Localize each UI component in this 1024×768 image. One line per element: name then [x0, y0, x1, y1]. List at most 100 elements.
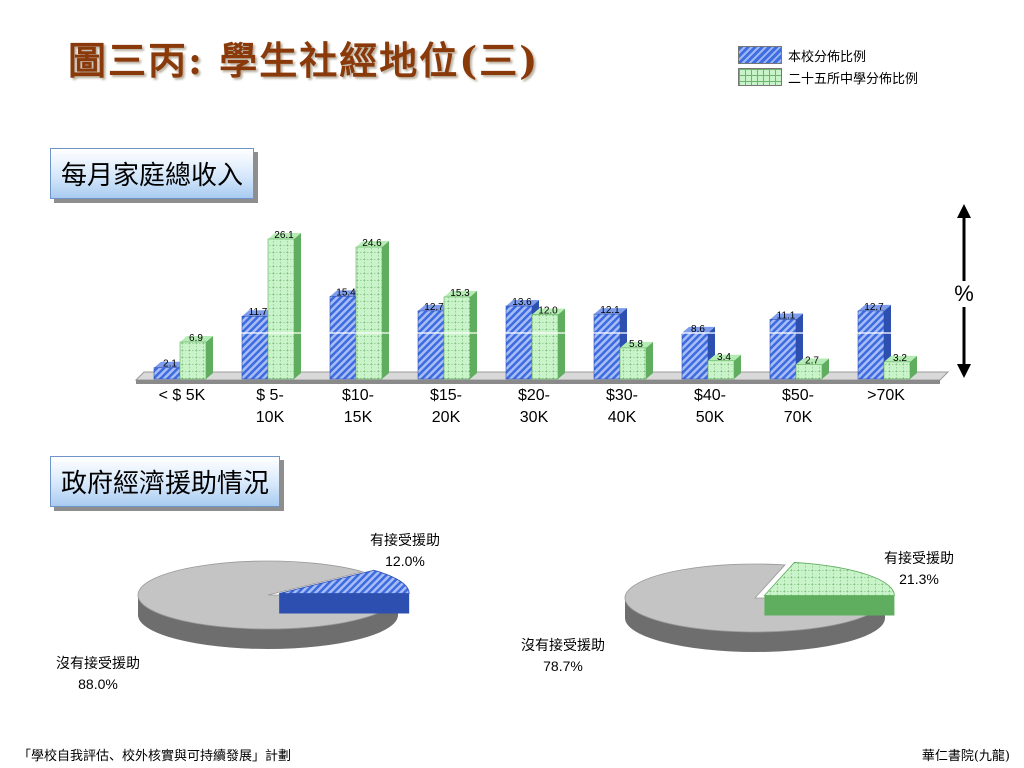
legend-swatch-25-schools — [738, 68, 782, 86]
legend-swatch-school — [738, 46, 782, 64]
x-tick-label-line: $ 5- — [256, 387, 284, 404]
x-tick-label-line: $20- — [517, 387, 551, 404]
bar-top — [620, 341, 653, 348]
bar-front — [593, 313, 621, 380]
x-tick-label-line: $15- — [429, 387, 463, 404]
bar-side — [470, 290, 477, 379]
bar-top — [242, 310, 275, 317]
bar-25-schools-4: 12.0 — [531, 306, 565, 380]
bar-top — [154, 361, 187, 368]
bar-value-label: 12.0 — [538, 306, 558, 317]
bar-front — [769, 319, 797, 380]
x-tick-label-line: $10- — [341, 387, 375, 404]
bar-front — [267, 238, 295, 380]
bar-top — [180, 335, 213, 342]
bar-25-schools-2: 24.6 — [355, 238, 389, 380]
percent-axis-arrow: % — [950, 204, 978, 378]
footer-school: 華仁書院(九龍) — [921, 749, 1010, 764]
pie1-label-assisted-text: 有接受援助 — [370, 532, 440, 548]
bar-top — [532, 308, 565, 315]
x-tick-label-line: 30K — [519, 409, 549, 426]
x-tick-label-line: 15K — [343, 409, 373, 426]
y-axis-label: % — [954, 281, 974, 306]
bar-value-label: 11.1 — [777, 310, 796, 321]
bar-side — [646, 341, 653, 379]
pie1-label-assisted: 有接受援助 12.0% — [370, 530, 440, 572]
bar-value-label: 2.1 — [163, 359, 177, 370]
bar-side — [558, 308, 565, 379]
page-title: 圖三丙: 學生社經地位(三) — [68, 38, 540, 83]
x-tick-label-6: $40- 50K — [674, 385, 746, 429]
legend-label-school: 本校分佈比例 — [788, 49, 867, 65]
bar-value-label: 13.6 — [512, 297, 532, 308]
bar-top — [268, 233, 301, 239]
pie1-label-assisted-value: 12.0% — [385, 553, 425, 569]
pie2-slice-assisted-edge — [764, 595, 895, 616]
x-tick-label-line: $40- — [693, 387, 727, 404]
pie2-label-assisted-value: 21.3% — [899, 571, 939, 587]
bar-top — [356, 241, 389, 248]
bar-value-label: 3.2 — [893, 353, 907, 364]
bar-front — [417, 310, 445, 380]
pie1-slice-assisted — [279, 569, 410, 614]
pie2-side — [625, 598, 885, 652]
chart-legend: 本校分佈比例 二十五所中學分佈比例 — [738, 44, 918, 88]
x-tick-label-3: $15- 20K — [410, 385, 482, 429]
x-tick-label-5: $30- 40K — [586, 385, 658, 429]
x-tick-label-line: 40K — [607, 409, 637, 426]
x-tick-label-line: 10K — [255, 409, 285, 426]
bar-25-schools-1: 26.1 — [267, 230, 301, 380]
bar-top — [770, 313, 803, 320]
x-tick-label-line: 70K — [783, 409, 813, 426]
bar-top — [884, 355, 917, 362]
bar-front — [795, 364, 823, 380]
bar-25-schools-3: 15.3 — [443, 288, 477, 380]
bar-front — [857, 310, 885, 380]
bar-front — [179, 341, 207, 380]
section-title-income: 每月家庭總收入 — [50, 148, 255, 199]
legend-label-25-schools: 二十五所中學分佈比例 — [788, 71, 919, 87]
legend-item-school: 本校分佈比例 — [738, 44, 918, 66]
x-tick-label-line: >70K — [867, 387, 905, 404]
bar-value-label: 15.3 — [450, 288, 470, 299]
bar-value-label: 3.4 — [717, 352, 731, 363]
x-tick-label-line: 50K — [695, 409, 725, 426]
pie1-slice-assisted-edge — [279, 593, 410, 614]
pie2-slice-assisted-top — [763, 562, 895, 596]
bar-value-label: 6.9 — [189, 333, 203, 344]
bar-front — [883, 361, 911, 380]
bar-value-label: 12.7 — [864, 302, 884, 313]
bar-value-label: 15.4 — [336, 287, 356, 298]
footer-project: 「學校自我評估、校外核實與可持續發展」計劃 — [18, 749, 292, 764]
bar-front — [707, 360, 735, 380]
pie2 — [624, 562, 895, 652]
bar-side — [822, 358, 829, 379]
x-tick-label-4: $20- 30K — [498, 385, 570, 429]
bar-25-schools-6: 3.4 — [707, 352, 741, 380]
bar-side — [910, 355, 917, 379]
pie2-label-assisted: 有接受援助 21.3% — [884, 548, 954, 590]
bar-top — [506, 300, 539, 307]
bar-side — [294, 233, 301, 379]
bar-value-label: 12.1 — [600, 305, 620, 316]
bar-value-label: 11.7 — [249, 307, 268, 318]
x-tick-label-0: < $ 5K — [146, 385, 218, 407]
legend-item-25-schools: 二十五所中學分佈比例 — [738, 66, 918, 88]
x-tick-label-line: $30- — [605, 387, 639, 404]
bar-front — [355, 246, 383, 380]
pie2-label-not-assisted: 沒有接受援助 78.7% — [521, 635, 605, 677]
bar-top — [796, 358, 829, 365]
bar-top — [708, 354, 741, 361]
chart-floor-edge — [136, 380, 940, 384]
bar-top — [682, 326, 715, 333]
bar-top — [594, 308, 627, 315]
pie1-side — [138, 595, 398, 649]
bar-front — [681, 332, 709, 380]
assistance-pie-charts — [137, 560, 895, 652]
bar-front — [329, 296, 357, 380]
bar-value-label: 2.7 — [805, 356, 819, 367]
pie1-label-not-assisted-value: 88.0% — [78, 676, 118, 692]
bar-25-schools-5: 5.8 — [619, 339, 653, 380]
x-tick-label-1: $ 5- 10K — [234, 385, 306, 429]
bar-top — [418, 304, 451, 311]
